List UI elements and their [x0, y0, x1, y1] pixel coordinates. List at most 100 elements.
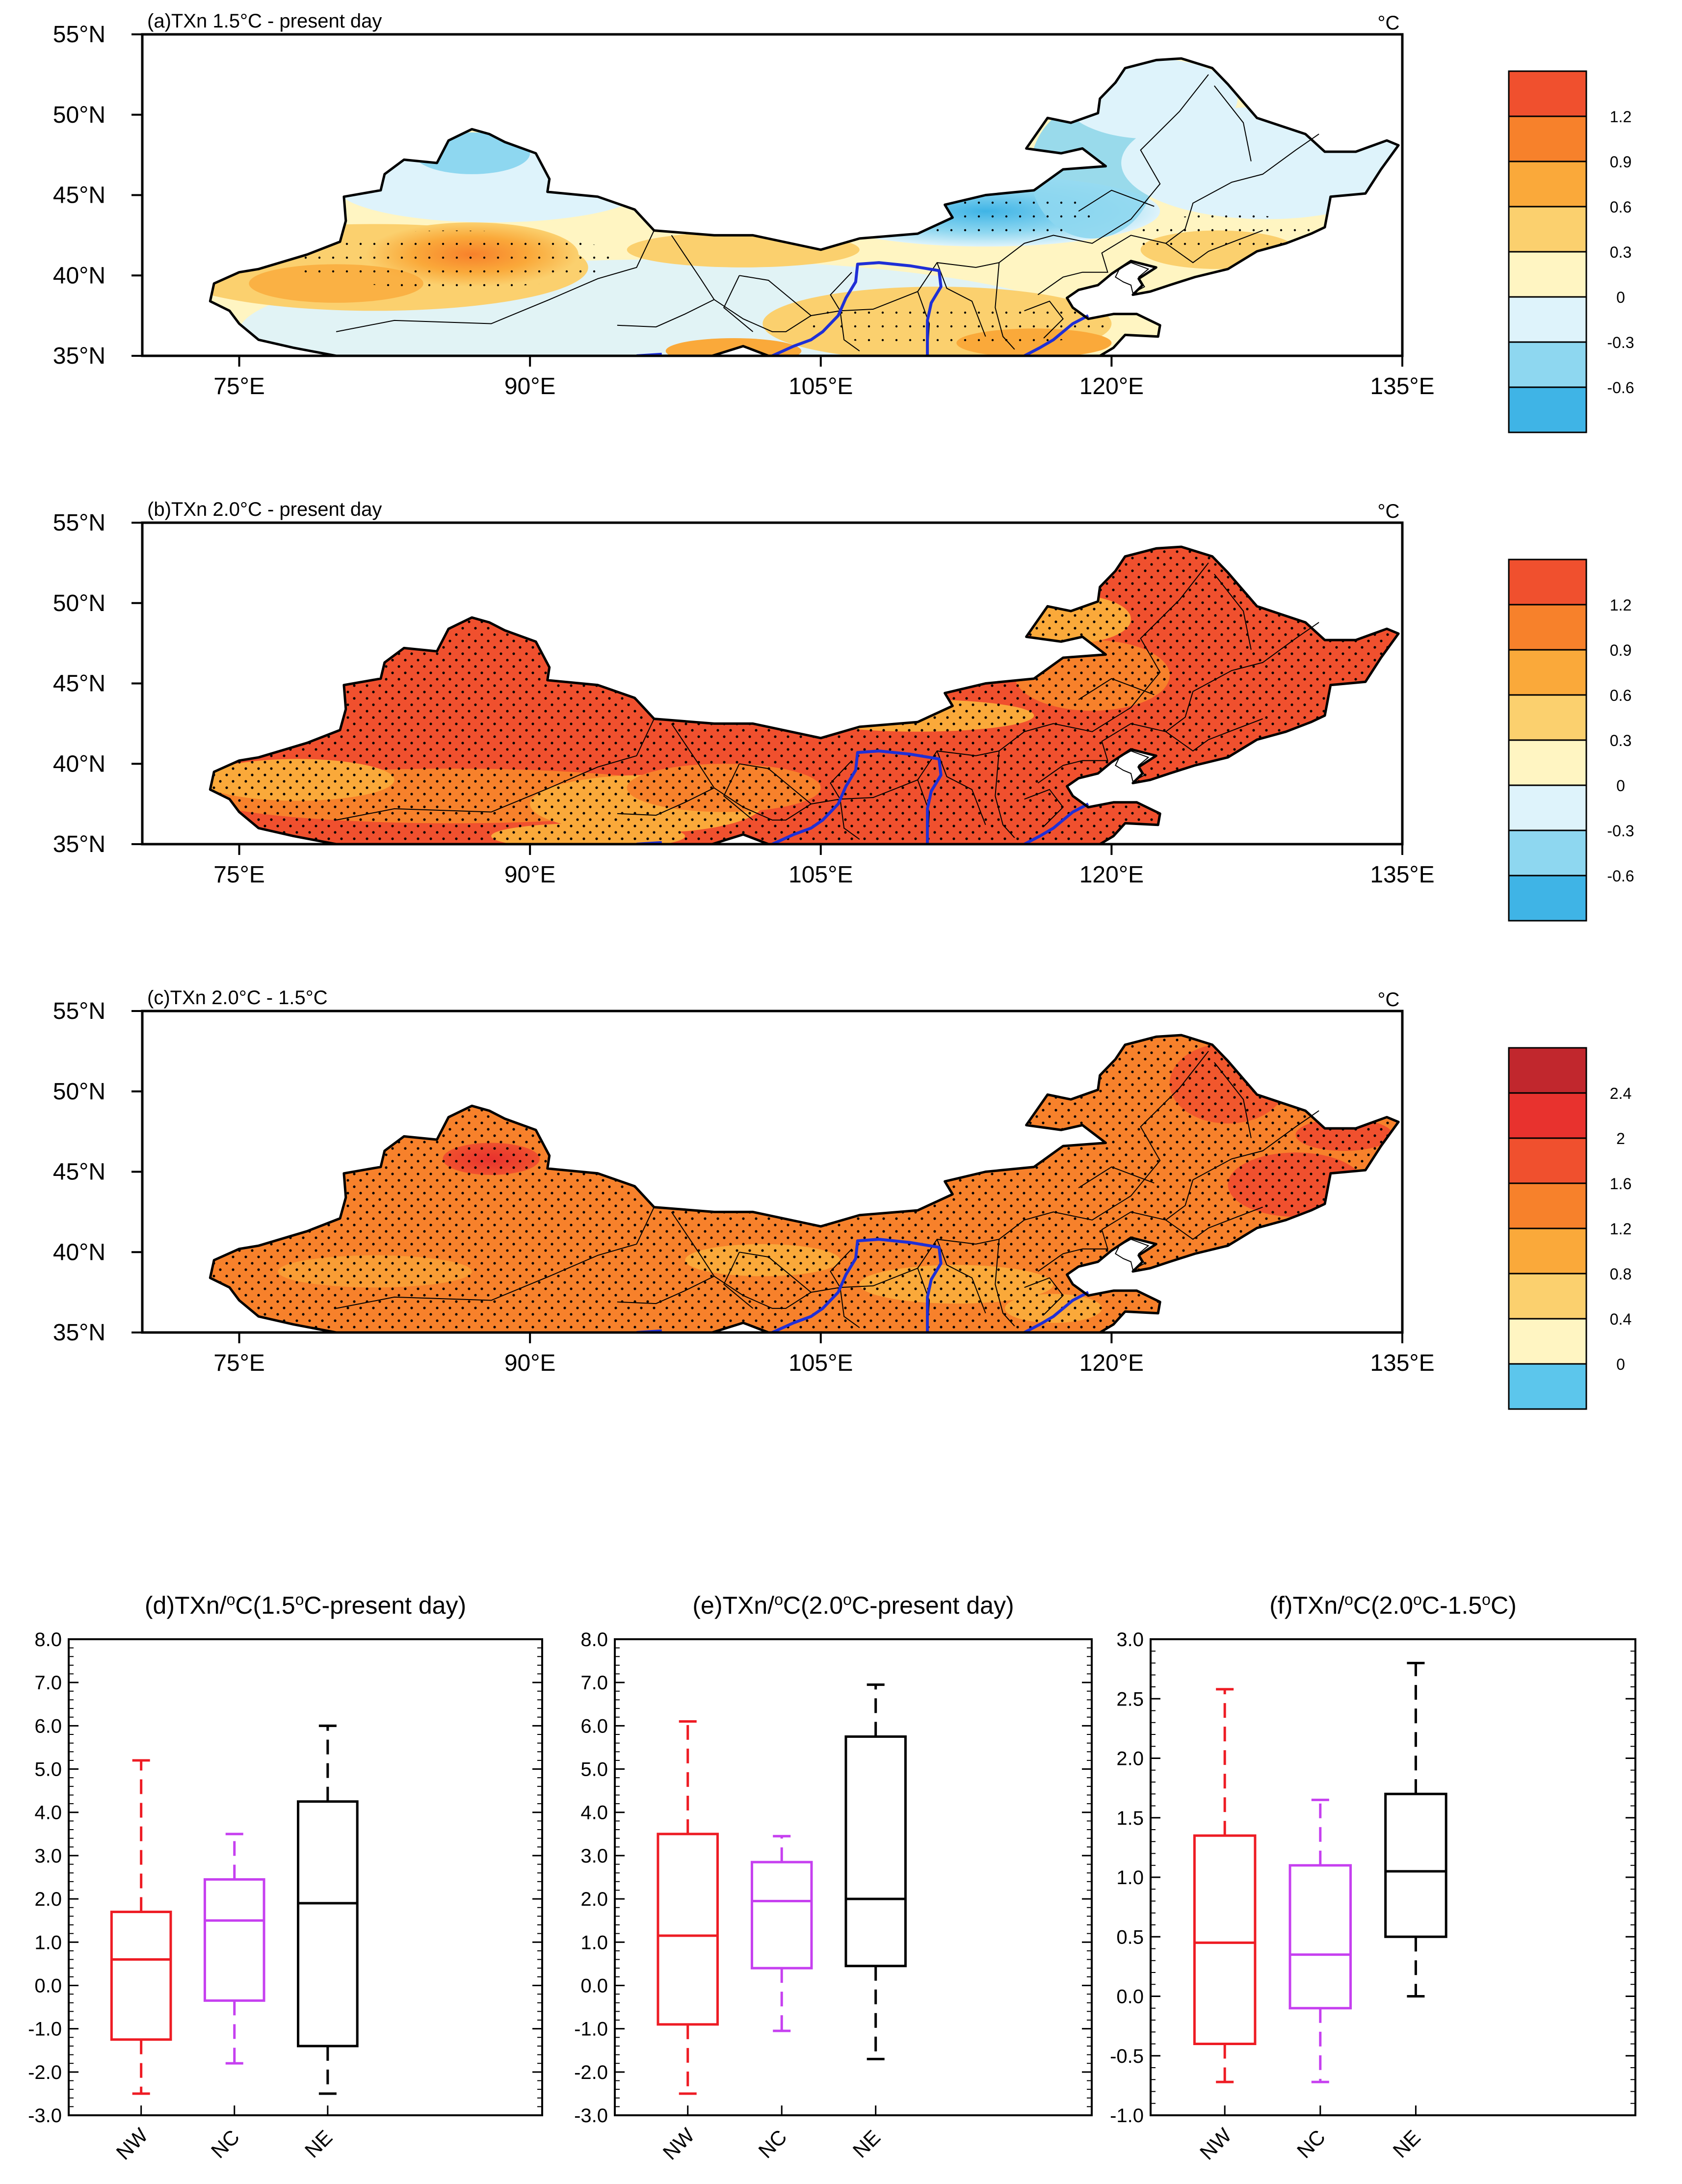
colorbar-label: -0.6	[1607, 867, 1634, 885]
colorbar-label: 1.2	[1610, 108, 1631, 126]
map-unit: °C	[1378, 12, 1400, 34]
province-boundary	[739, 763, 812, 804]
x-tick-label: 75°E	[213, 862, 265, 888]
y-tick-label: 2.0	[580, 1889, 608, 1910]
province-boundary	[1024, 789, 1064, 827]
degree-superscript: o	[1482, 1591, 1491, 1608]
province-boundary	[723, 763, 754, 821]
province-boundaries	[336, 1051, 1319, 1332]
x-tick-label: 105°E	[788, 1350, 853, 1376]
colorbar-swatch	[1508, 694, 1587, 741]
province-boundary	[830, 1249, 852, 1288]
y-tick-label: 40°N	[53, 263, 105, 289]
y-tick-label: 7.0	[34, 1672, 62, 1694]
x-tick-label: NW	[112, 2124, 153, 2164]
map-panel-c: (c)TXn 2.0°C - 1.5°C °C 75°E 90°E 105°E 120°E…	[53, 987, 1631, 1410]
river-line	[1024, 802, 1089, 844]
box-title: (d)TXn/oC(1.5oC-present day)	[145, 1591, 466, 1619]
degree-superscript: o	[295, 1591, 304, 1608]
significance-stipple	[210, 547, 1399, 844]
iqr-box	[750, 1861, 813, 1970]
y-tick-label: 6.0	[34, 1715, 62, 1737]
degree-superscript: o	[1413, 1591, 1422, 1608]
map-area	[209, 57, 1400, 356]
title-segment: C)	[1491, 1592, 1517, 1619]
province-boundary	[617, 1276, 714, 1305]
x-tick-label: 75°E	[213, 1350, 265, 1376]
y-tick-label: 2.0	[1116, 1748, 1144, 1770]
y-tick-label: 1.5	[1116, 1808, 1144, 1829]
y-tick-label: 2.5	[1116, 1688, 1144, 1710]
colorbar-swatch	[1508, 1318, 1587, 1365]
y-tick-label: 5.0	[34, 1759, 62, 1781]
colorbar-swatch	[1508, 559, 1587, 606]
colorbar-swatch	[1508, 251, 1587, 298]
x-tick-label: NE	[300, 2126, 337, 2162]
y-tick-label: -1.0	[28, 2019, 62, 2040]
province-boundary	[840, 311, 860, 352]
x-tick-label: 120°E	[1079, 1350, 1144, 1376]
country-border	[209, 57, 1400, 356]
map-panel-b: (b)TXn 2.0°C - present day °C 75°E 90°E 105°…	[53, 499, 1634, 922]
province-boundary	[1078, 189, 1155, 212]
map-title: (a)TXn 1.5°C - present day	[147, 10, 382, 32]
significance-stipple	[210, 1035, 1399, 1332]
y-tick-label: 7.0	[580, 1672, 608, 1694]
colorbar-swatch	[1508, 70, 1587, 117]
x-tick-label: NE	[848, 2126, 885, 2162]
river-line	[1024, 314, 1089, 356]
x-tick-label: 105°E	[788, 373, 853, 400]
y-tick-label: 4.0	[580, 1802, 608, 1824]
x-tick-label: 120°E	[1079, 373, 1144, 400]
province-boundary	[1165, 718, 1263, 752]
degree-superscript: o	[1344, 1591, 1353, 1608]
y-tick-label: 45°N	[53, 671, 105, 697]
colorbar-label: -0.3	[1607, 334, 1634, 351]
y-tick-label: 55°N	[53, 510, 105, 536]
x-tick-label: 90°E	[504, 862, 556, 888]
title-segment: (f)TXn/	[1269, 1592, 1344, 1619]
colorbar-swatch	[1508, 115, 1587, 162]
title-segment: (d)TXn/	[145, 1592, 227, 1619]
plot-frame	[68, 1638, 543, 2116]
y-tick-label: 4.0	[34, 1802, 62, 1824]
anomaly-region	[1063, 58, 1238, 139]
colorbar-label: -0.6	[1607, 379, 1634, 397]
colorbar-swatch	[1508, 1137, 1587, 1184]
iqr-box	[1193, 1834, 1257, 2045]
y-tick-label: 0.5	[1116, 1926, 1144, 1948]
colorbar: 1.2 0.9 0.6 0.3 0 -0.3 -0.6	[1508, 559, 1634, 922]
degree-superscript: o	[774, 1591, 783, 1608]
colorbar-swatch	[1508, 649, 1587, 696]
y-tick-label: 1.0	[1116, 1867, 1144, 1889]
colorbar-swatch	[1508, 160, 1587, 208]
province-boundary	[1214, 1062, 1252, 1138]
province-boundary	[723, 1252, 754, 1309]
colorbar-swatch	[1508, 386, 1587, 433]
province-boundary	[830, 760, 852, 799]
province-boundary	[336, 719, 655, 821]
box-ne	[297, 1724, 359, 2095]
map-area	[209, 545, 1400, 844]
map-area	[209, 1034, 1400, 1332]
box-panel-f: (f)TXn/oC(2.0oC-1.5oC)-1.0-0.50.00.51.01…	[1110, 1591, 1636, 2164]
province-boundary	[1214, 574, 1252, 650]
province-boundary	[936, 750, 986, 826]
country-border	[209, 545, 1400, 844]
province-boundary	[995, 1239, 1015, 1327]
box-title: (f)TXn/oC(2.0oC-1.5oC)	[1269, 1591, 1516, 1619]
y-tick-label: -3.0	[574, 2105, 608, 2127]
y-tick-label: 3.0	[580, 1845, 608, 1867]
y-tick-label: -2.0	[28, 2062, 62, 2083]
y-tick-label: -1.0	[574, 2019, 608, 2040]
y-tick-label: 50°N	[53, 102, 105, 128]
colorbar-label: 0.3	[1610, 732, 1631, 749]
x-tick-label: 135°E	[1370, 1350, 1434, 1376]
x-tick-label: 135°E	[1370, 373, 1434, 400]
colorbar-label: 0.6	[1610, 198, 1631, 216]
y-tick-label: 35°N	[53, 343, 105, 369]
box-nc	[1288, 1798, 1352, 2083]
province-boundary	[723, 275, 754, 332]
anomaly-field	[210, 58, 1399, 356]
